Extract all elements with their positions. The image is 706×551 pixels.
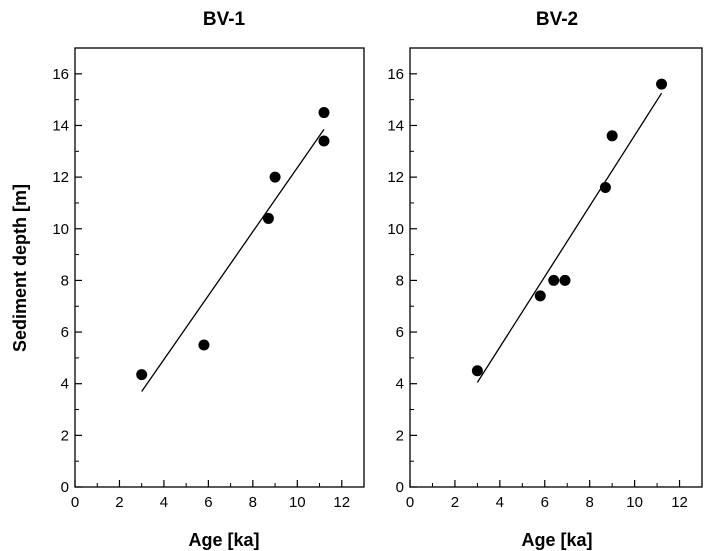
x-tick-label: 8 xyxy=(586,494,594,511)
y-tick-label: 14 xyxy=(387,117,404,134)
panel-title: BV-1 xyxy=(203,9,246,30)
y-tick-label: 6 xyxy=(61,324,69,341)
y-ticks: 0 2 4 6 8 10 12 14 16 xyxy=(387,66,417,496)
x-tick-label: 12 xyxy=(671,494,688,511)
points-group xyxy=(136,107,330,381)
panel-title: BV-2 xyxy=(536,9,578,30)
data-point xyxy=(599,181,611,193)
data-point xyxy=(318,107,330,119)
y-tick-label: 8 xyxy=(61,272,69,289)
panel-bv2: BV-2 Age [ka] 0 2 4 6 8 10 12 0 2 4 6 8 10 12 14 16 xyxy=(387,9,703,550)
data-point xyxy=(471,365,483,377)
y-tick-label: 2 xyxy=(396,427,404,444)
x-tick-label: 10 xyxy=(626,494,643,511)
plot-frame xyxy=(409,47,703,488)
x-tick-label: 4 xyxy=(160,494,168,511)
x-axis-label: Age [ka] xyxy=(521,530,592,550)
data-point xyxy=(534,290,546,302)
y-tick-label: 10 xyxy=(387,221,404,238)
y-tick-label: 10 xyxy=(52,221,69,238)
data-point xyxy=(318,135,330,147)
fit-line xyxy=(141,128,325,392)
data-point xyxy=(606,130,618,142)
x-tick-label: 8 xyxy=(249,494,257,511)
x-axis-label: Age [ka] xyxy=(188,530,259,550)
y-tick-label: 4 xyxy=(61,376,69,393)
x-tick-label: 4 xyxy=(496,494,504,511)
fit-line-group xyxy=(476,92,663,383)
y-ticks: 0 2 4 6 8 10 12 14 16 xyxy=(52,66,82,496)
x-tick-label: 10 xyxy=(289,494,306,511)
data-point xyxy=(559,274,571,286)
y-tick-label: 12 xyxy=(387,169,404,186)
data-point xyxy=(136,369,148,381)
fit-line xyxy=(476,92,663,383)
data-point xyxy=(656,78,668,90)
x-tick-label: 2 xyxy=(451,494,459,511)
y-tick-label: 16 xyxy=(387,66,404,83)
panel-bv1: BV-1 Sediment depth [m] Age [ka] 0 2 4 6 8 10… xyxy=(10,9,365,550)
x-tick-label: 6 xyxy=(204,494,212,511)
y-tick-label: 0 xyxy=(61,479,69,496)
y-tick-label: 2 xyxy=(61,427,69,444)
data-point xyxy=(269,171,281,183)
data-point xyxy=(548,274,560,286)
y-tick-label: 16 xyxy=(52,66,69,83)
y-tick-label: 8 xyxy=(396,272,404,289)
y-axis-label: Sediment depth [m] xyxy=(10,184,30,352)
y-tick-label: 0 xyxy=(396,479,404,496)
plot-frame xyxy=(74,47,365,488)
y-tick-label: 4 xyxy=(396,376,404,393)
data-point xyxy=(262,212,274,224)
points-group xyxy=(471,78,668,377)
x-tick-label: 0 xyxy=(71,494,79,511)
x-tick-label: 0 xyxy=(406,494,414,511)
y-tick-label: 6 xyxy=(396,324,404,341)
fit-line-group xyxy=(141,128,325,392)
data-point xyxy=(198,339,210,351)
x-ticks: 0 2 4 6 8 10 12 xyxy=(71,480,350,511)
x-ticks: 0 2 4 6 8 10 12 xyxy=(406,480,688,511)
x-tick-label: 6 xyxy=(541,494,549,511)
x-tick-label: 12 xyxy=(333,494,350,511)
y-tick-label: 14 xyxy=(52,117,69,134)
y-tick-label: 12 xyxy=(52,169,69,186)
x-tick-label: 2 xyxy=(115,494,123,511)
